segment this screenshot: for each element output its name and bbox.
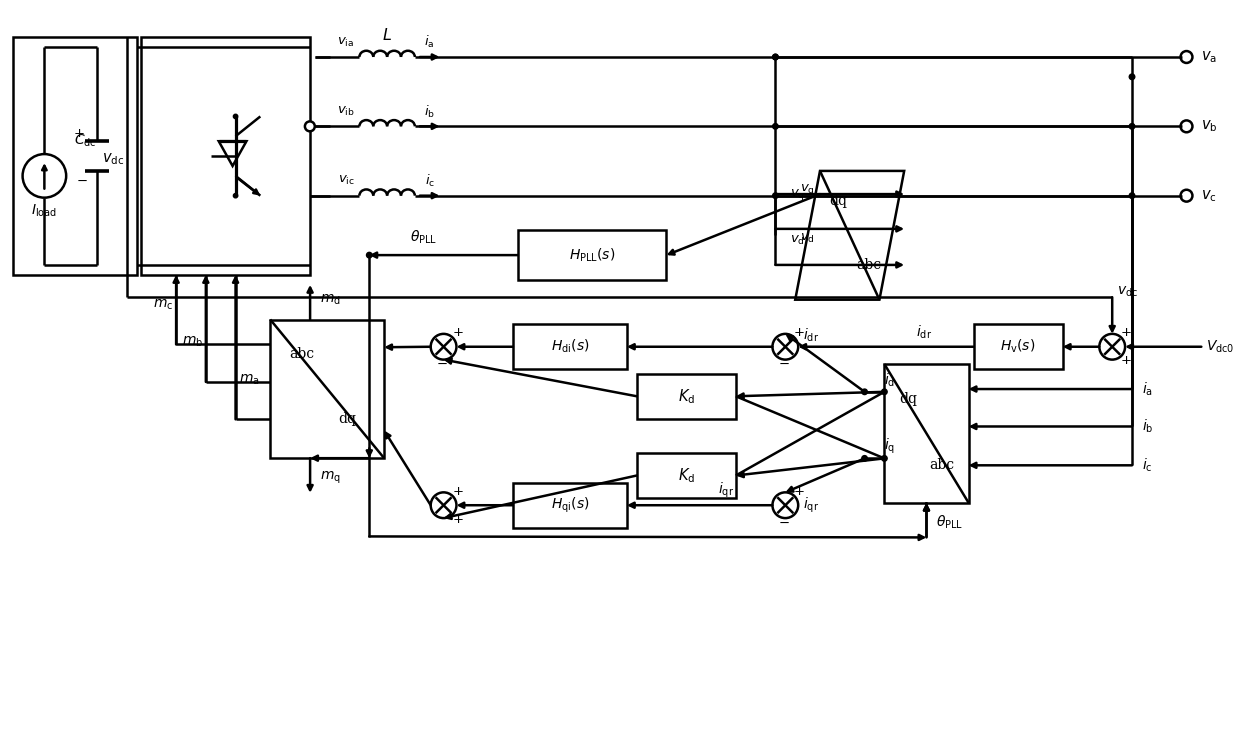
- Text: dq: dq: [899, 392, 916, 405]
- Text: $+$: $+$: [1120, 354, 1132, 367]
- Text: $m_{\rm d}$: $m_{\rm d}$: [320, 292, 341, 307]
- Text: $i_{\rm dr}$: $i_{\rm dr}$: [916, 323, 932, 341]
- Circle shape: [367, 252, 372, 258]
- Polygon shape: [795, 171, 904, 300]
- Text: $v_{\rm a}$: $v_{\rm a}$: [1202, 49, 1218, 65]
- Bar: [884, 364, 968, 503]
- Circle shape: [233, 193, 238, 198]
- Text: $+$: $+$: [451, 485, 464, 498]
- Text: $\theta_{\rm PLL}$: $\theta_{\rm PLL}$: [410, 228, 438, 246]
- Circle shape: [773, 54, 779, 60]
- Text: $i_{\rm d}$: $i_{\rm d}$: [884, 371, 895, 388]
- Text: $V_{\rm dc0}$: $V_{\rm dc0}$: [1207, 339, 1235, 355]
- Text: $H_{\rm PLL}(s)$: $H_{\rm PLL}(s)$: [569, 246, 615, 264]
- Text: $H_{\rm di}(s)$: $H_{\rm di}(s)$: [551, 338, 589, 356]
- Bar: [636, 374, 735, 419]
- Circle shape: [1130, 193, 1135, 199]
- Text: $+$: $+$: [451, 513, 464, 525]
- Text: $+$: $+$: [1120, 327, 1132, 339]
- Circle shape: [882, 389, 887, 394]
- Text: $I_{\rm load}$: $I_{\rm load}$: [31, 202, 57, 219]
- Text: $i_{\rm qr}$: $i_{\rm qr}$: [804, 496, 820, 515]
- Circle shape: [1180, 190, 1193, 202]
- Text: $i_{\rm c}$: $i_{\rm c}$: [424, 173, 435, 189]
- Text: $m_{\rm c}$: $m_{\rm c}$: [153, 298, 174, 312]
- Text: $v_{\rm ic}$: $v_{\rm ic}$: [337, 174, 355, 187]
- Text: $-$: $-$: [435, 357, 448, 370]
- Bar: [518, 231, 666, 280]
- Text: $i_{\rm a}$: $i_{\rm a}$: [1142, 380, 1153, 398]
- Bar: [270, 319, 384, 458]
- Circle shape: [1100, 334, 1125, 359]
- Text: $+$: $+$: [451, 327, 464, 339]
- Text: $v_{\rm d}$: $v_{\rm d}$: [800, 231, 815, 245]
- Bar: [513, 483, 627, 527]
- Circle shape: [430, 334, 456, 359]
- Text: $H_{\rm qi}(s)$: $H_{\rm qi}(s)$: [551, 496, 589, 515]
- Text: $-$: $-$: [777, 516, 789, 528]
- Bar: [973, 324, 1063, 369]
- Text: $K_{\rm d}$: $K_{\rm d}$: [677, 387, 694, 405]
- Text: $i_{\rm qr}$: $i_{\rm qr}$: [718, 481, 734, 500]
- Circle shape: [1130, 124, 1135, 129]
- Bar: [636, 453, 735, 498]
- Text: dq: dq: [830, 193, 847, 208]
- Text: $v_{\rm ib}$: $v_{\rm ib}$: [336, 105, 355, 118]
- Text: $v_{\rm ia}$: $v_{\rm ia}$: [337, 36, 355, 48]
- Text: $v_{\rm c}$: $v_{\rm c}$: [1202, 187, 1218, 204]
- Text: $m_{\rm q}$: $m_{\rm q}$: [320, 470, 341, 486]
- Bar: [141, 37, 310, 275]
- Text: $v_{\rm q}$: $v_{\rm q}$: [790, 187, 805, 202]
- Circle shape: [773, 193, 779, 199]
- Circle shape: [862, 455, 867, 461]
- Text: $C_{\rm dc}$: $C_{\rm dc}$: [74, 133, 97, 150]
- Circle shape: [1180, 51, 1193, 63]
- Text: $L$: $L$: [382, 27, 392, 44]
- Bar: [12, 37, 136, 275]
- Circle shape: [773, 124, 779, 129]
- Circle shape: [773, 54, 779, 60]
- Text: $K_{\rm d}$: $K_{\rm d}$: [677, 466, 694, 485]
- Text: $i_{\rm dr}$: $i_{\rm dr}$: [804, 326, 820, 344]
- Circle shape: [22, 154, 66, 198]
- Text: $-$: $-$: [76, 174, 88, 187]
- Circle shape: [1180, 121, 1193, 132]
- Circle shape: [305, 121, 315, 131]
- Text: $v_{\rm d}$: $v_{\rm d}$: [790, 234, 805, 247]
- Circle shape: [430, 493, 456, 518]
- Text: $H_{\rm v}(s)$: $H_{\rm v}(s)$: [1001, 338, 1035, 356]
- Text: $+$: $+$: [794, 327, 805, 339]
- Text: $i_{\rm a}$: $i_{\rm a}$: [424, 34, 435, 50]
- Text: $i_{\rm b}$: $i_{\rm b}$: [424, 103, 435, 120]
- Text: abc: abc: [290, 347, 315, 361]
- Bar: [513, 324, 627, 369]
- Text: abc: abc: [929, 458, 955, 472]
- Polygon shape: [218, 141, 247, 166]
- Text: $i_{\rm b}$: $i_{\rm b}$: [1142, 418, 1153, 435]
- Circle shape: [862, 389, 867, 394]
- Circle shape: [233, 115, 238, 118]
- Circle shape: [773, 493, 799, 518]
- Text: $i_{\rm q}$: $i_{\rm q}$: [884, 437, 895, 456]
- Circle shape: [773, 334, 799, 359]
- Text: $+$: $+$: [73, 126, 84, 140]
- Text: dq: dq: [339, 412, 357, 426]
- Text: $m_{\rm a}$: $m_{\rm a}$: [238, 373, 259, 387]
- Text: $v_{\rm dc}$: $v_{\rm dc}$: [1117, 285, 1138, 299]
- Circle shape: [1130, 74, 1135, 80]
- Text: $\theta_{\rm PLL}$: $\theta_{\rm PLL}$: [936, 514, 963, 531]
- Text: $i_{\rm c}$: $i_{\rm c}$: [1142, 457, 1152, 474]
- Text: $v_{\rm q}$: $v_{\rm q}$: [800, 182, 815, 196]
- Text: $+$: $+$: [794, 485, 805, 498]
- Text: $v_{\rm b}$: $v_{\rm b}$: [1202, 118, 1218, 134]
- Circle shape: [882, 455, 887, 461]
- Text: $m_{\rm b}$: $m_{\rm b}$: [182, 335, 203, 350]
- Text: $v_{\rm dc}$: $v_{\rm dc}$: [102, 151, 124, 167]
- Text: abc: abc: [857, 258, 882, 272]
- Text: $-$: $-$: [777, 357, 789, 370]
